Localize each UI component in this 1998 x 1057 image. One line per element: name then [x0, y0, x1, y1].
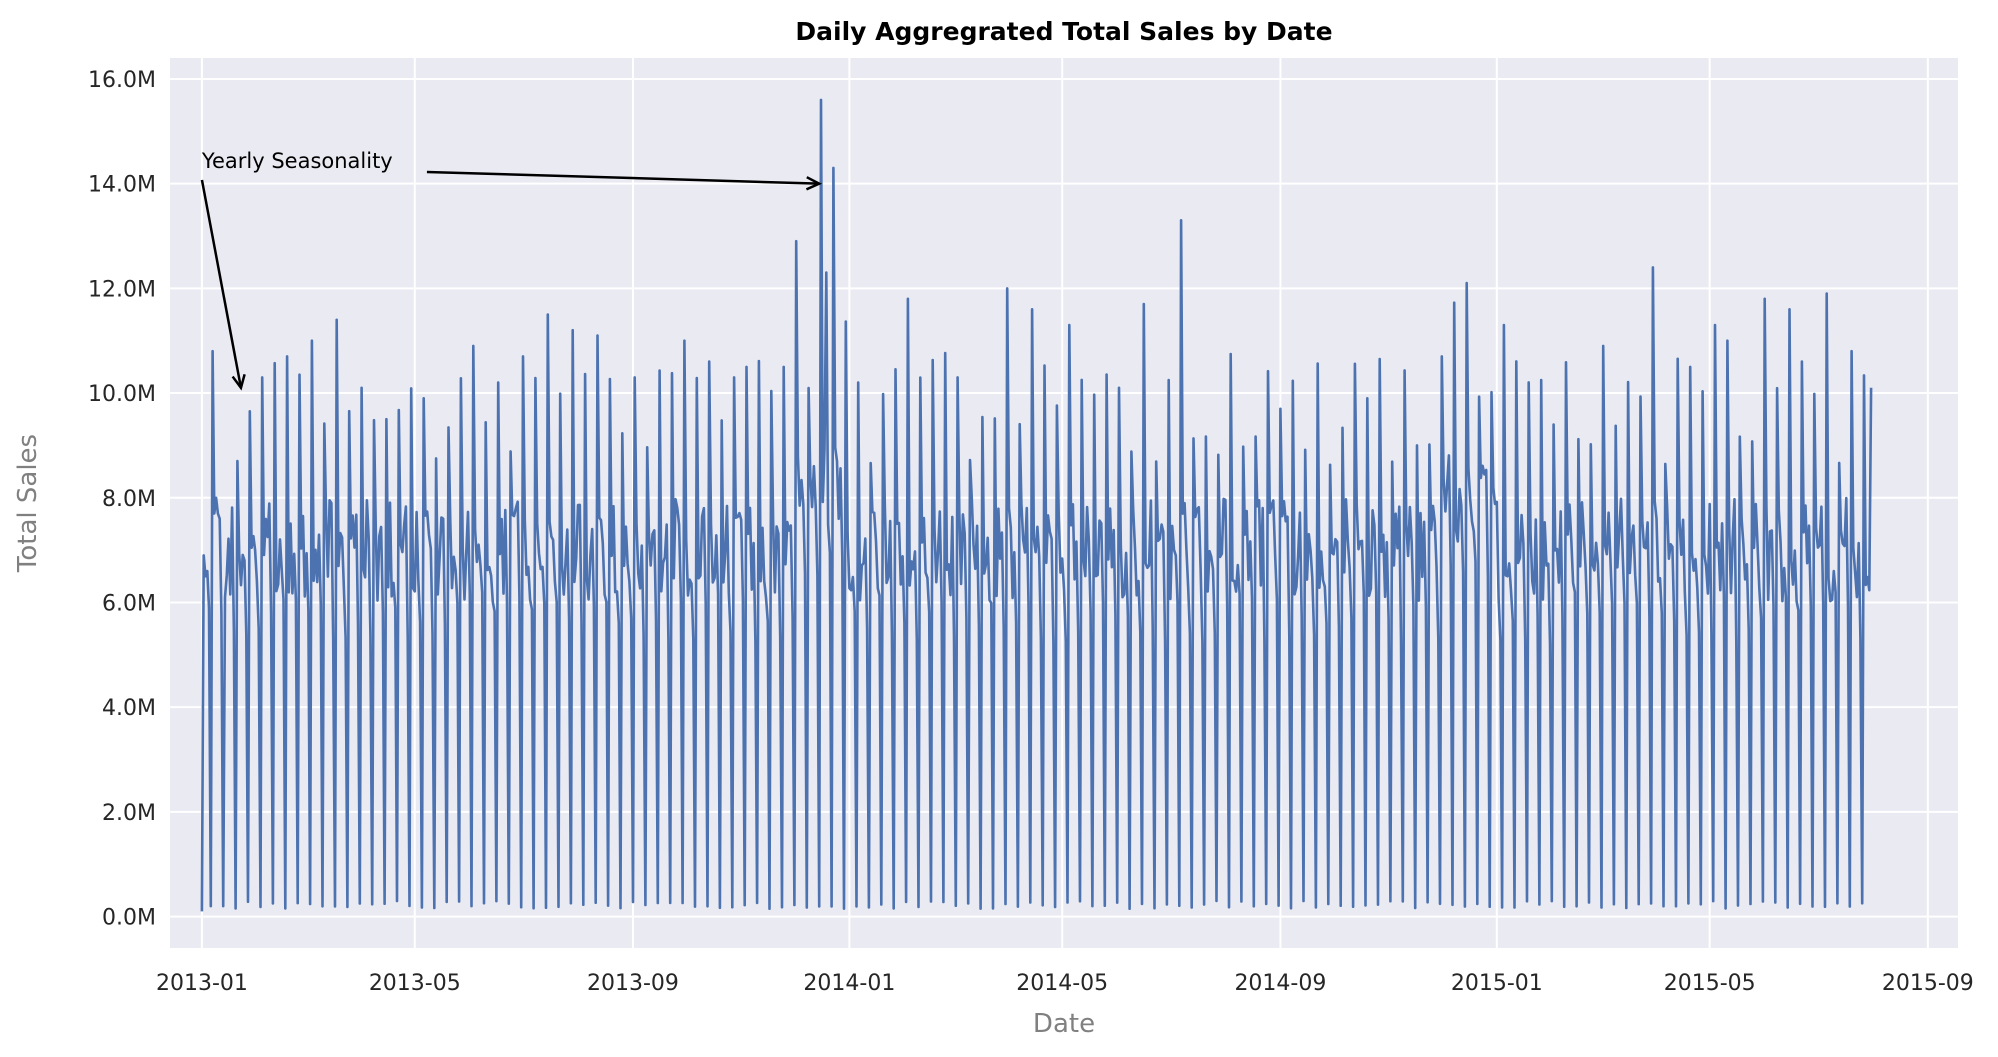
x-tick-label: 2015-09 [1882, 971, 1974, 996]
y-tick-label: 0.0M [102, 906, 156, 931]
y-tick-label: 2.0M [102, 801, 156, 826]
x-tick-label: 2015-01 [1451, 971, 1543, 996]
y-tick-label: 8.0M [102, 487, 156, 512]
x-axis-ticks: 2013-01 2013-05 2013-09 2014-01 2014-05 2014-… [156, 971, 1974, 996]
chart-title: Daily Aggregrated Total Sales by Date [795, 17, 1332, 46]
annotation-arrow-head [231, 373, 246, 391]
x-tick-label: 2014-05 [1016, 971, 1108, 996]
y-tick-label: 6.0M [102, 591, 156, 616]
x-tick-label: 2015-05 [1664, 971, 1756, 996]
x-tick-label: 2013-01 [156, 971, 248, 996]
annotation-arrow-head [805, 176, 823, 191]
y-tick-label: 14.0M [88, 173, 156, 198]
annotation-yearly-seasonality: Yearly Seasonality [201, 149, 393, 173]
x-tick-label: 2014-09 [1234, 971, 1326, 996]
x-tick-label: 2014-01 [803, 971, 895, 996]
y-tick-label: 16.0M [88, 68, 156, 93]
series-line-total-sales [200, 98, 1873, 912]
x-tick-label: 2013-05 [369, 971, 461, 996]
annotation-arrows [200, 170, 823, 391]
x-axis-label: Date [1033, 1009, 1095, 1039]
y-tick-label: 12.0M [88, 277, 156, 302]
y-axis-ticks: 0.0M 2.0M 4.0M 6.0M 8.0M 10.0M 12.0M 14.0M 16.0M [88, 68, 156, 931]
annotation-arrow-line [200, 179, 243, 389]
y-tick-label: 10.0M [88, 382, 156, 407]
plot-background [170, 58, 1958, 948]
y-axis-label: Total Sales [13, 434, 43, 573]
x-tick-label: 2013-09 [587, 971, 679, 996]
annotation-arrow-line [426, 170, 820, 185]
y-tick-label: 4.0M [102, 696, 156, 721]
